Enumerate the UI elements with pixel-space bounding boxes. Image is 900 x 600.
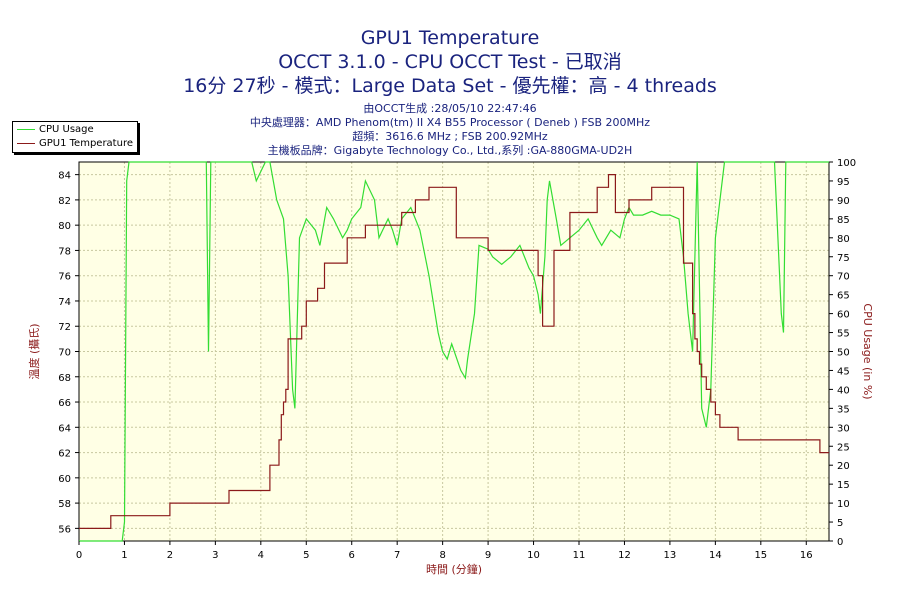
x-tick-label: 7 [394,550,400,561]
y-left-tick-label: 70 [58,348,71,359]
x-tick-label: 2 [167,550,173,561]
legend-label-gpu1-temperature: GPU1 Temperature [39,138,133,149]
y-right-tick-label: 85 [837,215,850,226]
y-right-tick-label: 65 [837,291,850,302]
y-right-tick-label: 15 [837,480,850,491]
y-right-tick-label: 60 [837,310,850,321]
chart-title: GPU1 Temperature [360,27,540,49]
info-cpu: 中央處理器：AMD Phenom(tm) II X4 B55 Processor… [249,116,651,129]
y-left-tick-label: 56 [58,524,71,535]
y-left-tick-label: 68 [58,373,71,384]
y-right-tick-label: 35 [837,404,850,415]
info-clock: 超頻：3616.6 MHz ; FSB 200.92MHz [352,130,548,143]
x-tick-label: 14 [709,550,722,561]
legend-item-gpu1-temperature: GPU1 Temperature [17,137,133,151]
x-tick-label: 6 [349,550,355,561]
x-tick-label: 3 [212,550,218,561]
chart-titles: GPU1 Temperature OCCT 3.1.0 - CPU OCCT T… [0,26,900,98]
y-left-axis-label: 溫度 (攝氏) [27,323,41,379]
y-right-tick-label: 50 [837,348,850,359]
y-right-axis-label: CPU Usage (in %) [861,303,874,399]
x-tick-label: 13 [664,550,677,561]
y-left-tick-label: 76 [58,272,71,283]
legend-swatch-cpu-usage [17,128,35,130]
y-right-tick-label: 25 [837,442,850,453]
system-info: 由OCCT生成 :28/05/10 22:47:46 中央處理器：AMD Phe… [0,102,900,158]
chart-subtitle: OCCT 3.1.0 - CPU OCCT Test - 已取消 [278,51,622,73]
y-right-tick-label: 70 [837,272,850,283]
y-left-tick-label: 66 [58,398,71,409]
legend-item-cpu-usage: CPU Usage [17,123,94,137]
y-left-tick-label: 78 [58,246,71,257]
x-tick-label: 0 [76,550,82,561]
y-left-tick-label: 62 [58,449,71,460]
y-right-tick-label: 75 [837,253,850,264]
y-right-tick-label: 95 [837,177,850,188]
legend-label-cpu-usage: CPU Usage [39,124,94,135]
info-generated: 由OCCT生成 :28/05/10 22:47:46 [363,102,537,115]
x-axis-label: 時間 (分鐘) [426,562,482,576]
y-left-tick-label: 64 [58,423,71,434]
y-right-tick-label: 80 [837,234,850,245]
x-tick-label: 8 [439,550,445,561]
chart-subtitle-2: 16分 27秒 - 模式：Large Data Set - 優先權：高 - 4 … [183,75,717,97]
y-left-tick-label: 84 [58,171,71,182]
y-right-tick-label: 55 [837,329,850,340]
y-right-tick-label: 40 [837,385,850,396]
y-right-tick-label: 100 [837,158,856,169]
y-left-tick-label: 80 [58,221,71,232]
y-left-tick-label: 74 [58,297,71,308]
x-tick-label: 12 [618,550,631,561]
x-tick-label: 15 [754,550,767,561]
y-right-tick-label: 10 [837,499,850,510]
legend-swatch-gpu1-temperature [17,142,35,144]
x-tick-label: 16 [800,550,813,561]
chart-legend: CPU Usage GPU1 Temperature [12,121,138,153]
y-right-tick-label: 5 [837,518,843,529]
x-tick-label: 1 [121,550,127,561]
y-right-tick-label: 0 [837,537,843,548]
series-line-cpu-usage [79,161,829,542]
y-left-tick-label: 60 [58,474,71,485]
x-tick-label: 10 [527,550,540,561]
x-tick-label: 5 [303,550,309,561]
series-line-gpu1-temperature [79,174,829,530]
x-tick-label: 11 [573,550,586,561]
x-tick-label: 9 [485,550,491,561]
y-right-tick-label: 90 [837,196,850,207]
info-motherboard: 主機板品牌：Gigabyte Technology Co., Ltd.,系列 :… [267,144,633,157]
y-right-tick-label: 30 [837,423,850,434]
y-left-tick-label: 58 [58,499,71,510]
y-right-tick-label: 45 [837,366,850,377]
y-left-tick-label: 72 [58,322,71,333]
y-right-tick-label: 20 [837,461,850,472]
y-left-tick-label: 82 [58,196,71,207]
x-tick-label: 4 [258,550,264,561]
